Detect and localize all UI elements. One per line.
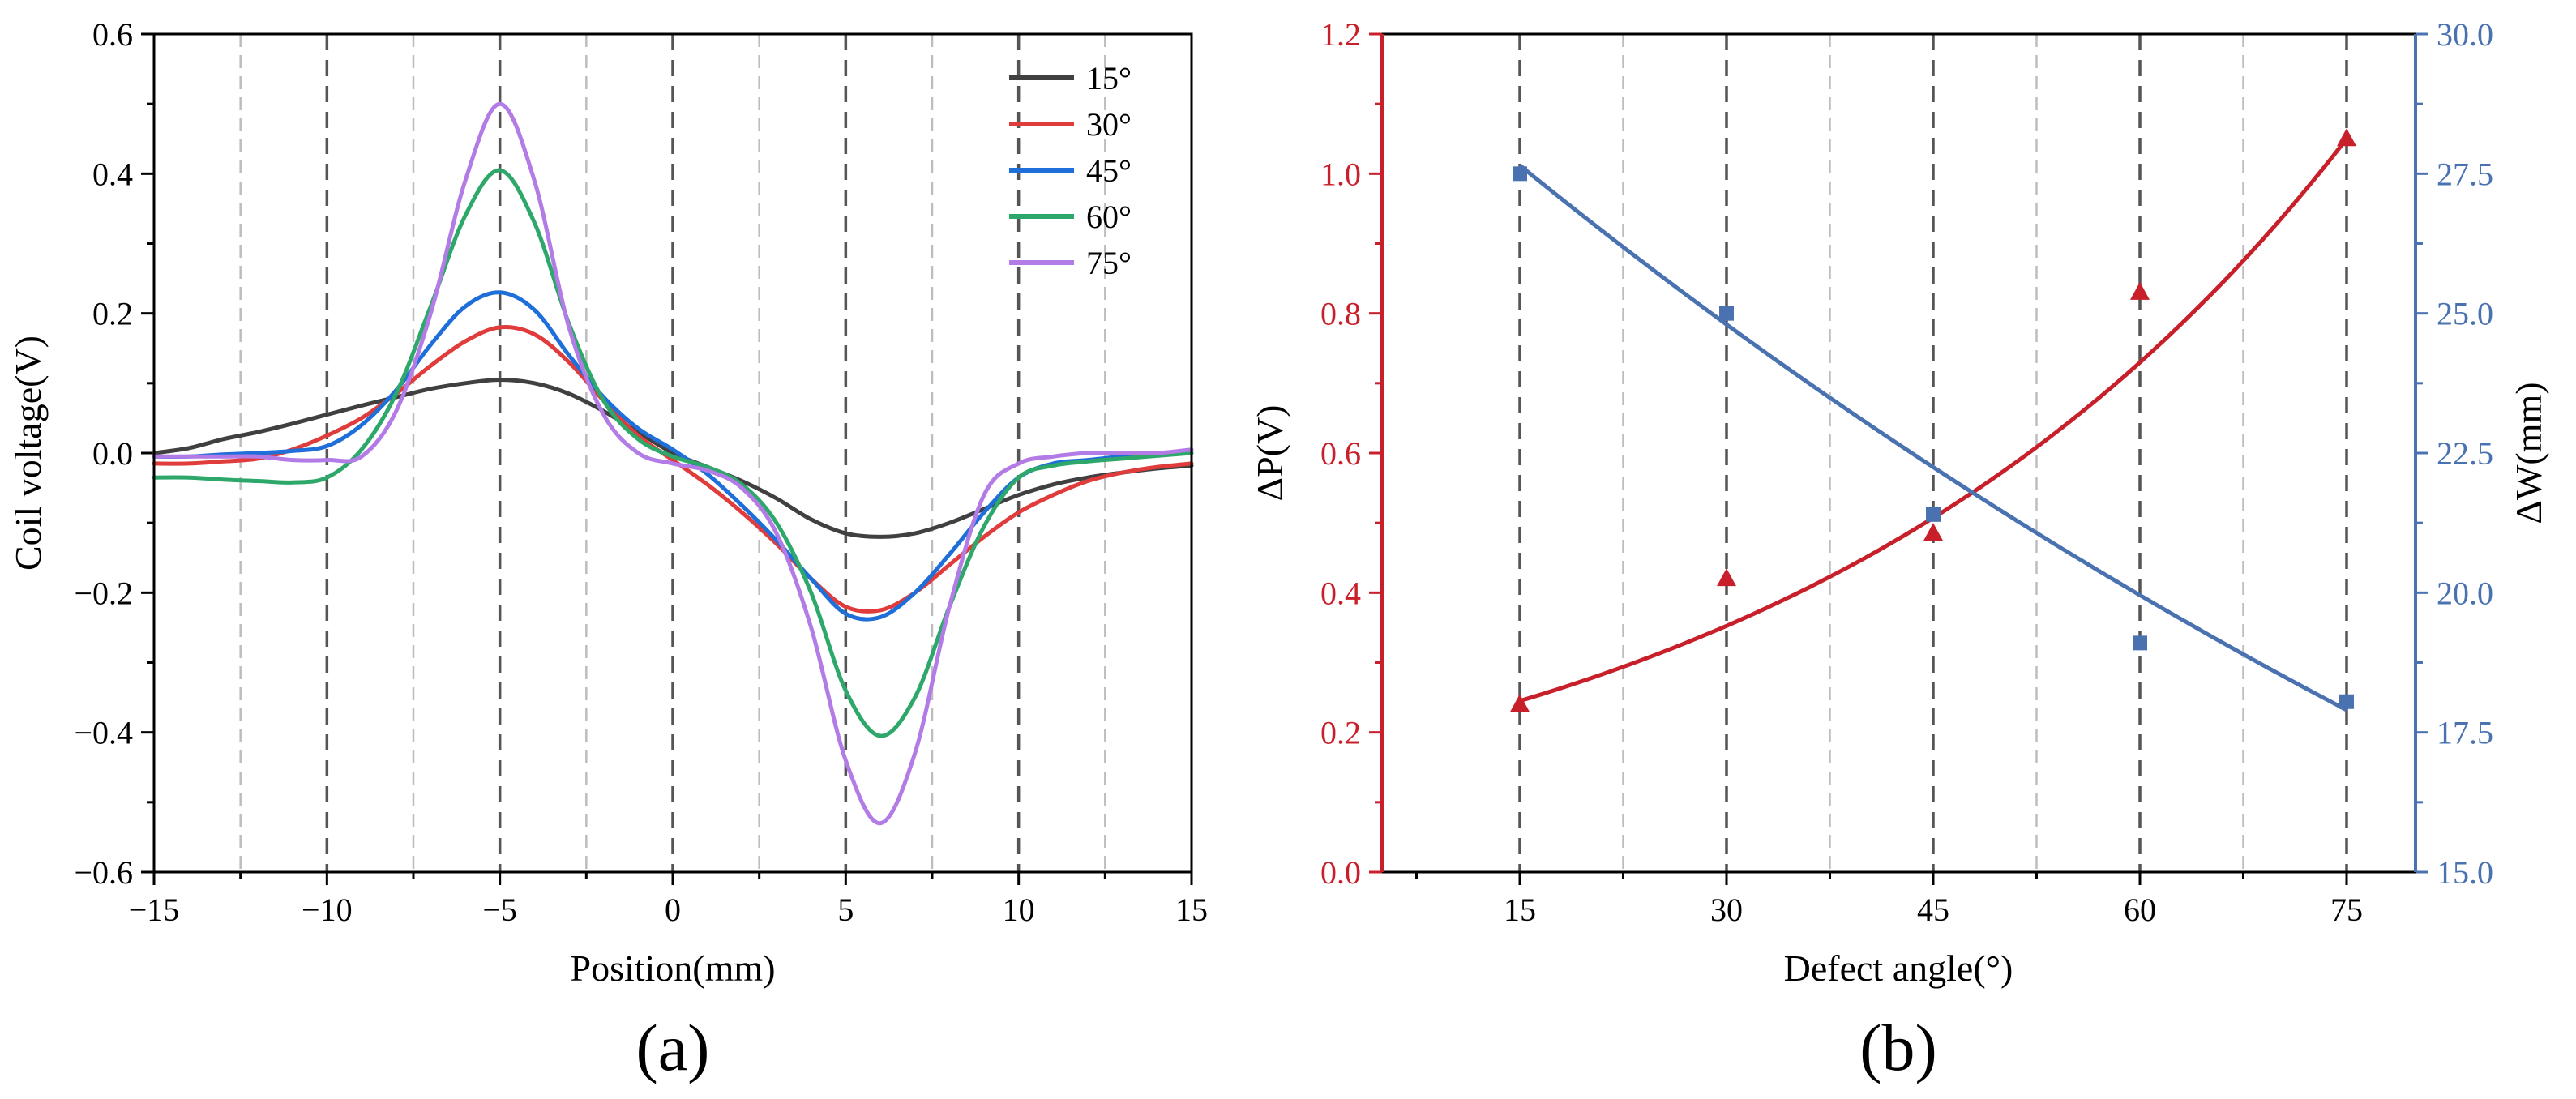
b-axis-ticks: 15 30 45 60 75 0.0 0.2 0.4 0.6 0.8 1.0 1.2 15.0 17.5 2… [1320, 16, 2493, 928]
b-x-tick-label: 60 [2124, 892, 2156, 928]
a-vertical-guides [239, 34, 1106, 872]
a-y-axis-label: Coil voltage(V) [7, 336, 49, 571]
panel-b-chart: 15 30 45 60 75 0.0 0.2 0.4 0.6 0.8 1.0 1.2 15.0 17.5 2… [1249, 16, 2549, 1084]
panel-a-chart: −15 −10 −5 0 5 10 15 −0.6 −0.4 −0.2 0.0 0.2 0.4 0.6 1… [7, 16, 1208, 1084]
b-deltaW-point [2339, 694, 2354, 709]
b-deltaW-point [1926, 507, 1941, 522]
a-y-tick-label: 0.2 [92, 296, 133, 332]
a-legend-label: 45° [1086, 152, 1132, 189]
b-deltaP-point [1717, 568, 1736, 587]
a-x-axis-label: Position(mm) [570, 947, 775, 989]
b-left-y-tick-label: 0.0 [1320, 854, 1361, 891]
b-right-y-tick-label: 27.5 [2437, 156, 2493, 192]
a-legend-label: 60° [1086, 199, 1132, 235]
a-y-tick-label: 0.4 [92, 156, 133, 192]
b-vertical-guides [1518, 34, 2348, 872]
a-legend-label: 15° [1086, 60, 1132, 96]
b-deltaW-point [1719, 306, 1734, 321]
b-x-tick-label: 15 [1504, 892, 1536, 928]
a-x-tick-label: 5 [837, 892, 854, 928]
a-x-tick-label: −10 [302, 892, 353, 928]
a-series-line-4 [152, 101, 1194, 826]
b-deltaP-point [1510, 694, 1530, 712]
b-panel-label: (b) [1859, 1011, 1937, 1084]
b-left-y-tick-label: 0.4 [1320, 575, 1361, 611]
a-x-tick-label: 15 [1175, 892, 1208, 928]
a-y-tick-label: −0.6 [74, 854, 133, 891]
b-left-y-tick-label: 1.2 [1320, 16, 1361, 53]
a-series-line-0 [152, 378, 1194, 539]
b-right-y-tick-label: 20.0 [2437, 575, 2493, 611]
b-right-y-tick-label: 30.0 [2437, 16, 2493, 53]
b-left-y-tick-label: 0.2 [1320, 715, 1361, 751]
a-x-tick-label: −15 [129, 892, 180, 928]
b-left-y-tick-label: 0.6 [1320, 435, 1361, 472]
b-deltaP-point [1923, 523, 1943, 541]
b-right-y-tick-label: 15.0 [2437, 854, 2493, 891]
a-legend-label: 30° [1086, 106, 1132, 143]
b-deltaW-point [1513, 166, 1527, 182]
b-left-y-tick-label: 0.8 [1320, 296, 1361, 332]
b-x-tick-label: 45 [1917, 892, 1949, 928]
b-series-marks [1510, 128, 2356, 712]
b-x-tick-label: 75 [2330, 892, 2363, 928]
b-x-axis-label: Defect angle(°) [1784, 947, 2013, 989]
a-series-line-1 [152, 325, 1194, 614]
b-x-tick-label: 30 [1710, 892, 1743, 928]
b-right-y-tick-label: 25.0 [2437, 296, 2493, 332]
a-legend: 15° 30° 45° 60° 75° [1009, 60, 1132, 281]
a-axis-ticks: −15 −10 −5 0 5 10 15 −0.6 −0.4 −0.2 0.0 0.2 0.4 0.6 [74, 16, 1208, 928]
b-right-y-tick-label: 22.5 [2437, 435, 2493, 472]
a-x-tick-label: −5 [482, 892, 517, 928]
a-y-tick-label: −0.2 [74, 575, 133, 611]
b-deltaW-point [2133, 635, 2147, 651]
a-y-tick-label: 0.0 [92, 435, 133, 472]
a-plot-frame [152, 32, 1193, 874]
a-y-tick-label: 0.6 [92, 16, 133, 53]
a-y-tick-label: −0.4 [74, 715, 133, 751]
b-left-y-tick-label: 1.0 [1320, 156, 1361, 192]
b-right-axis-label: ΔW(mm) [2508, 382, 2549, 524]
a-series-lines [152, 101, 1194, 826]
b-left-axis-label: ΔP(V) [1249, 404, 1290, 501]
b-deltaP-point [2337, 128, 2356, 147]
a-panel-label: (a) [635, 1011, 709, 1084]
a-series-line-3 [152, 168, 1194, 738]
a-x-tick-label: 10 [1003, 892, 1035, 928]
a-legend-label: 75° [1086, 245, 1132, 281]
b-deltaP-point [2130, 281, 2150, 300]
b-deltaW-fit-line [1518, 164, 2348, 712]
a-x-tick-label: 0 [665, 892, 681, 928]
b-right-y-tick-label: 17.5 [2437, 715, 2493, 751]
